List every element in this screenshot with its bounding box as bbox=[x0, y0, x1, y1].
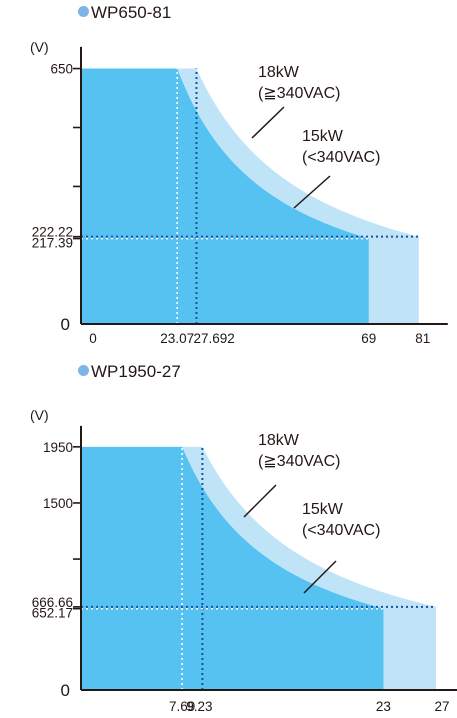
x-ticks: 0 23.07 27.692 69 81 bbox=[89, 331, 430, 346]
x-tick-label: 69 bbox=[361, 331, 376, 346]
series-name: 15kW bbox=[302, 501, 344, 518]
guide-lines bbox=[81, 68, 419, 324]
x-tick-label: 7.69 bbox=[169, 699, 195, 714]
leader-line bbox=[303, 560, 337, 594]
series-labels: 18kW (≧340VAC) 15kW (<340VAC) bbox=[243, 432, 380, 594]
region-15kw bbox=[81, 68, 369, 324]
y-tick-label: 652.17 bbox=[32, 606, 73, 621]
chart-title-text: WP650-81 bbox=[91, 3, 172, 22]
chart-wp650-81: WP650-81 (V) 0 217.39 222.22 650 0 23.07 27.692… bbox=[30, 3, 448, 346]
bullet-icon bbox=[78, 6, 89, 17]
x-ticks: 7.699.23 23 27 bbox=[169, 699, 450, 714]
series-condition: (<340VAC) bbox=[302, 522, 380, 539]
y-tick-label: 1950 bbox=[43, 440, 73, 455]
series-labels: 18kW (≧340VAC) 15kW (<340VAC) bbox=[251, 64, 380, 209]
y-tick-label: 650 bbox=[50, 62, 73, 77]
series-name: 18kW bbox=[258, 64, 300, 81]
y-tick-label: 666.66 bbox=[32, 595, 73, 610]
leader-line bbox=[251, 106, 285, 139]
bullet-icon bbox=[78, 365, 89, 376]
y-tick-label: 1500 bbox=[43, 496, 73, 511]
y-axis-unit: (V) bbox=[30, 407, 49, 423]
chart-title-text: WP1950-27 bbox=[91, 362, 181, 381]
series-name: 18kW bbox=[258, 432, 300, 449]
x-tick-label: 23.07 bbox=[160, 331, 194, 346]
x-tick-label: 27.692 bbox=[193, 331, 234, 346]
series-name: 15kW bbox=[302, 128, 344, 145]
guide-lines bbox=[81, 446, 437, 690]
series-condition: (≧340VAC) bbox=[258, 453, 340, 470]
plot-area bbox=[81, 446, 437, 690]
x-tick-label: 81 bbox=[415, 331, 430, 346]
chart-title: WP1950-27 bbox=[78, 362, 181, 382]
leader-line bbox=[243, 484, 277, 518]
y-tick-label: 0 bbox=[61, 681, 70, 700]
y-tick-label: 0 bbox=[61, 315, 70, 334]
chart-wp1950-27: WP1950-27 (V) 0 652.17 666.66 1500 1950 7.69 9.… bbox=[0, 359, 457, 718]
x-tick-label: 0 bbox=[89, 331, 97, 346]
leader-line bbox=[293, 175, 331, 209]
y-tick-label: 217.39 bbox=[32, 236, 73, 251]
series-condition: (<340VAC) bbox=[302, 149, 380, 166]
axes bbox=[80, 46, 448, 325]
chart-title: WP650-81 bbox=[78, 3, 171, 23]
series-condition: (≧340VAC) bbox=[258, 85, 340, 102]
region-15kw bbox=[81, 446, 384, 690]
axes bbox=[80, 425, 457, 691]
x-tick-label: 9.23 bbox=[186, 699, 212, 714]
y-axis-unit: (V) bbox=[30, 39, 49, 55]
y-tick-label: 222.22 bbox=[32, 225, 73, 240]
x-tick-label: 23 bbox=[376, 699, 391, 714]
x-tick-label: 27 bbox=[435, 699, 450, 714]
plot-area bbox=[81, 68, 419, 324]
